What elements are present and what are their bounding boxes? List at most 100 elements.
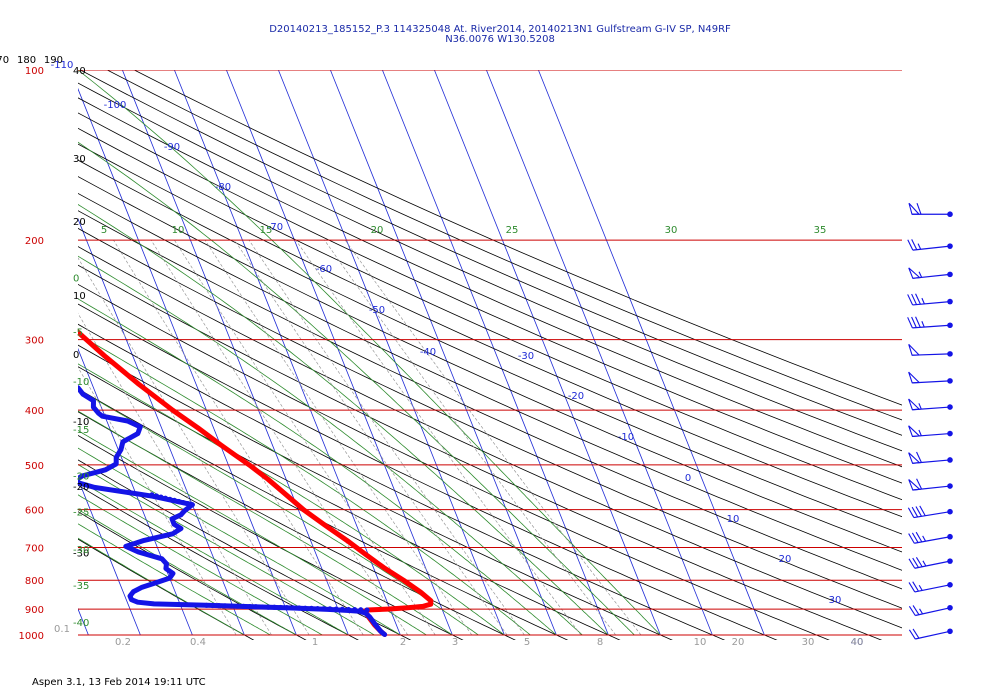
dewpoint-dot [308,605,315,611]
wind-barb [908,425,953,438]
dewpoint-dot [180,499,186,506]
dry-adiabat-label: -30 [73,549,89,560]
moist-adiabat-label: -5 [73,327,83,338]
theta-tick-label: 170 [0,55,9,66]
dewpoint-dot [185,501,191,507]
wind-barb-pennant [908,371,921,384]
wind-barb-pennant [908,425,921,438]
wind-barb-staff [913,511,951,519]
mixing-ratio-label: 5 [524,637,530,648]
moist-adiabat-line [78,508,297,636]
mixing-ratio-label: 20 [732,637,745,648]
dewpoint-dot [203,602,210,608]
dewpoint-dot [327,606,333,612]
mixing-ratio-label: 8 [597,637,603,648]
mixing-ratio-line [150,239,409,636]
moist-adiabat-top-label: 10 [172,225,185,236]
mixing-ratio-label: 0.4 [190,637,206,648]
wind-barb [907,316,953,329]
wind-barb-pennant [908,202,921,215]
wind-barb [908,581,953,593]
moist-adiabat-line [78,464,375,636]
wind-barb-station [947,558,953,564]
wind-barb-full [911,239,918,250]
dry-adiabat-label: 20 [73,217,86,228]
dewpoint-dot [189,502,195,508]
pressure-tick-label: 600 [25,506,44,517]
wind-barb-full [908,533,915,544]
isotherm-label: -50 [369,305,385,316]
wind-barb-full [916,203,922,215]
mixing-ratio-label: 2 [400,637,406,648]
mixing-ratio-line [113,239,364,636]
moist-adiabat-line [78,410,453,636]
dewpoint-dot [290,605,296,611]
isotherm-line [78,477,141,636]
sounding-traces [78,328,434,637]
dewpoint-dot [153,493,160,499]
dewpoint-dot [158,494,164,500]
isotherm-label: 30 [829,595,842,606]
wind-barb [907,505,953,519]
mixing-ratio-label: 3 [452,637,458,648]
wind-barb-full [911,293,918,305]
dry-adiabat-line [78,227,902,609]
dry-adiabat-line [78,388,569,640]
wind-barb-full [911,506,919,518]
pressure-tick-label: 500 [25,461,44,472]
wind-barb-half [918,403,922,410]
wind-barb-full [916,478,923,490]
wind-barb-full [912,557,919,568]
dry-adiabat-line [107,70,902,421]
dewpoint-dot [302,605,308,611]
moist-adiabat-line [78,363,505,636]
wind-barb [908,371,953,384]
pressure-tick-label: 100 [25,66,44,77]
wind-barb-full [915,531,923,543]
moist-adiabat-line [78,204,609,636]
isotherm-line [330,70,557,636]
wind-barb-column [907,202,953,640]
wind-barb-full [908,629,916,640]
wind-barb-full [915,316,921,328]
dewpoint-dot [339,606,345,612]
wind-barb-staff [912,301,951,306]
dewpoint-dot [228,603,234,609]
wind-barb-staff [914,536,951,544]
moist-adiabat-label: -30 [73,545,89,556]
wind-barb-full [912,605,920,615]
wind-barb-station [947,628,953,635]
isotherm-label: -20 [568,391,584,402]
wind-barb [908,202,953,218]
wind-barb [908,267,953,279]
dewpoint-dot [167,496,173,502]
dewpoint-dot [216,603,222,609]
moist-adiabat-label: -25 [73,508,89,519]
isotherm-line [122,70,349,636]
mixing-ratio-label: 1 [312,637,318,648]
dry-adiabat-label: 40 [73,66,86,77]
dewpoint-dot [149,492,155,498]
dry-adiabat-line [78,159,902,535]
mixing-ratio-label: 0.1 [54,624,70,635]
wind-barb-full [908,558,916,569]
wind-barb-station [947,271,953,278]
wind-barb-half [919,608,924,615]
wind-barb [908,398,953,411]
mixing-ratio-label: 30 [802,637,815,648]
background-grid [78,70,902,640]
wind-barb [907,293,953,306]
wind-barb-half [922,535,927,542]
isotherm-line [174,70,401,636]
moist-adiabat-line [78,298,557,636]
isotherm-label: -90 [164,142,180,153]
dry-adiabat-label: 0 [73,350,79,361]
moist-adiabat-line [78,447,401,636]
dry-adiabat-line [80,70,902,436]
dewpoint-dot [352,607,358,613]
moist-adiabat-line [78,141,635,636]
moist-adiabat-top-label: 20 [371,225,384,236]
wind-barb-half [918,584,923,591]
moist-adiabat-top-label: 30 [665,225,678,236]
